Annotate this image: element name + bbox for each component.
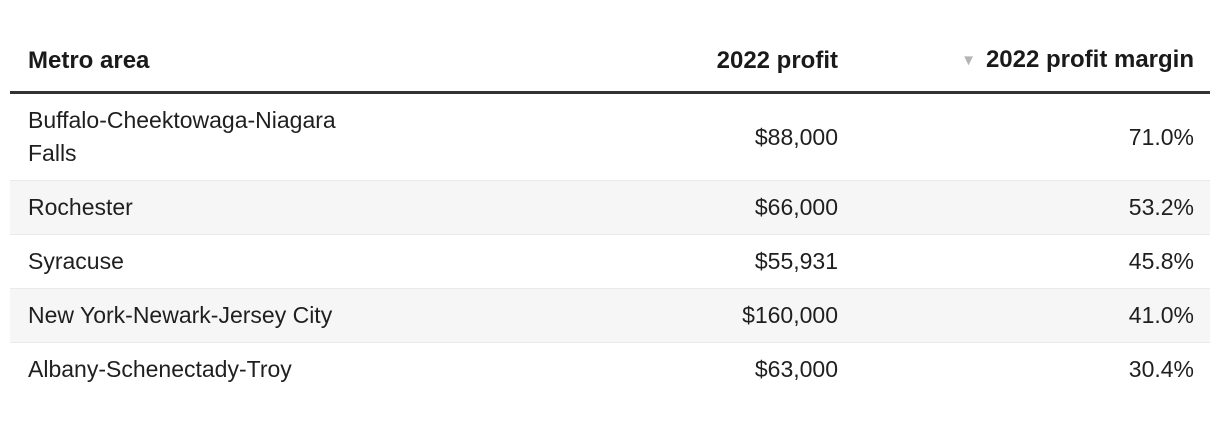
sort-descending-icon: ▼ [961,52,976,69]
metro-area-cell: Rochester [10,181,430,235]
table-row: Buffalo-Cheektowaga-Niagara Falls $88,00… [10,92,1210,181]
column-header-label: 2022 profit margin [985,46,1194,73]
column-header-2022-profit-margin[interactable]: ▼ 2022 profit margin [860,44,1210,94]
metro-area-value: Buffalo-Cheektowaga-Niagara Falls [28,107,336,166]
metro-area-cell: Buffalo-Cheektowaga-Niagara Falls [10,93,430,181]
profit-cell: $55,931 [754,248,838,274]
profit-margin-cell: 53.2% [1128,194,1194,220]
header-row: Metro area 2022 profit ▼ 2022 profit marg… [10,44,1210,94]
metro-area-value: Albany-Schenectady-Troy [28,356,292,382]
table-row: Rochester $66,000 53.2% [10,180,1210,235]
metro-area-cell: Albany-Schenectady-Troy [10,343,430,397]
profit-margin-cell: 41.0% [1128,302,1194,328]
table-row: New York-Newark-Jersey City $160,000 41.… [10,288,1210,343]
profit-table-container: Metro area 2022 profit ▼ 2022 profit marg… [10,0,1210,396]
table-row: Albany-Schenectady-Troy $63,000 30.4% [10,342,1210,397]
table-body: Buffalo-Cheektowaga-Niagara Falls $88,00… [10,92,1210,397]
table-row: Syracuse $55,931 45.8% [10,234,1210,289]
profit-margin-cell: 45.8% [1128,248,1194,274]
metro-area-value: New York-Newark-Jersey City [28,302,333,328]
metro-area-value: Rochester [28,194,133,220]
profit-margin-cell: 30.4% [1128,356,1194,382]
profit-cell: $88,000 [754,123,838,150]
column-header-metro-area[interactable]: Metro area [10,44,430,94]
metro-area-cell: Syracuse [10,235,430,289]
profit-table: Metro area 2022 profit ▼ 2022 profit marg… [10,44,1210,396]
metro-area-value: Syracuse [28,248,124,274]
profit-margin-cell: 71.0% [1128,123,1194,150]
profit-cell: $63,000 [754,356,838,382]
profit-cell: $160,000 [742,302,838,328]
metro-area-cell: New York-Newark-Jersey City [10,289,430,343]
profit-cell: $66,000 [754,194,838,220]
table-header: Metro area 2022 profit ▼ 2022 profit marg… [10,44,1210,94]
column-header-2022-profit[interactable]: 2022 profit [430,44,860,94]
